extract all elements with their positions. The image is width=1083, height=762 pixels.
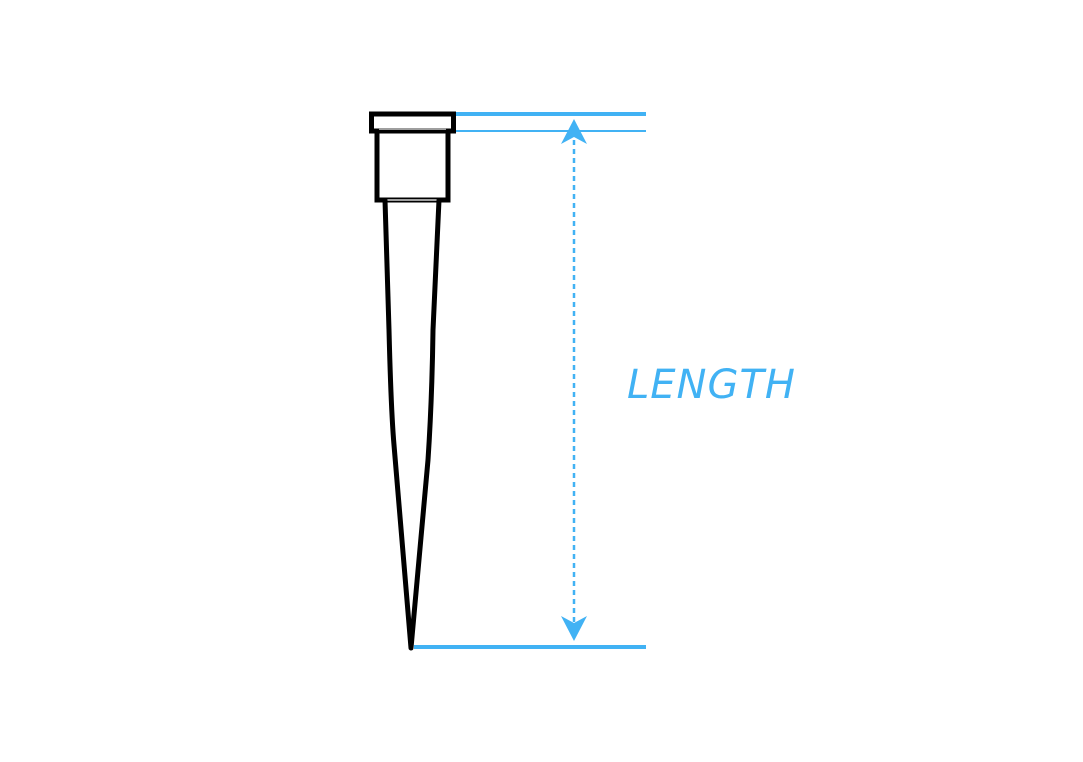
dimension-label: LENGTH xyxy=(627,362,796,408)
tip-body xyxy=(382,197,442,651)
tip-collar xyxy=(374,128,451,203)
pipette-tip xyxy=(369,111,456,651)
length-dimension: LENGTH xyxy=(414,112,796,649)
arrow-down-icon xyxy=(561,616,587,641)
arrow-up-icon xyxy=(561,119,587,144)
